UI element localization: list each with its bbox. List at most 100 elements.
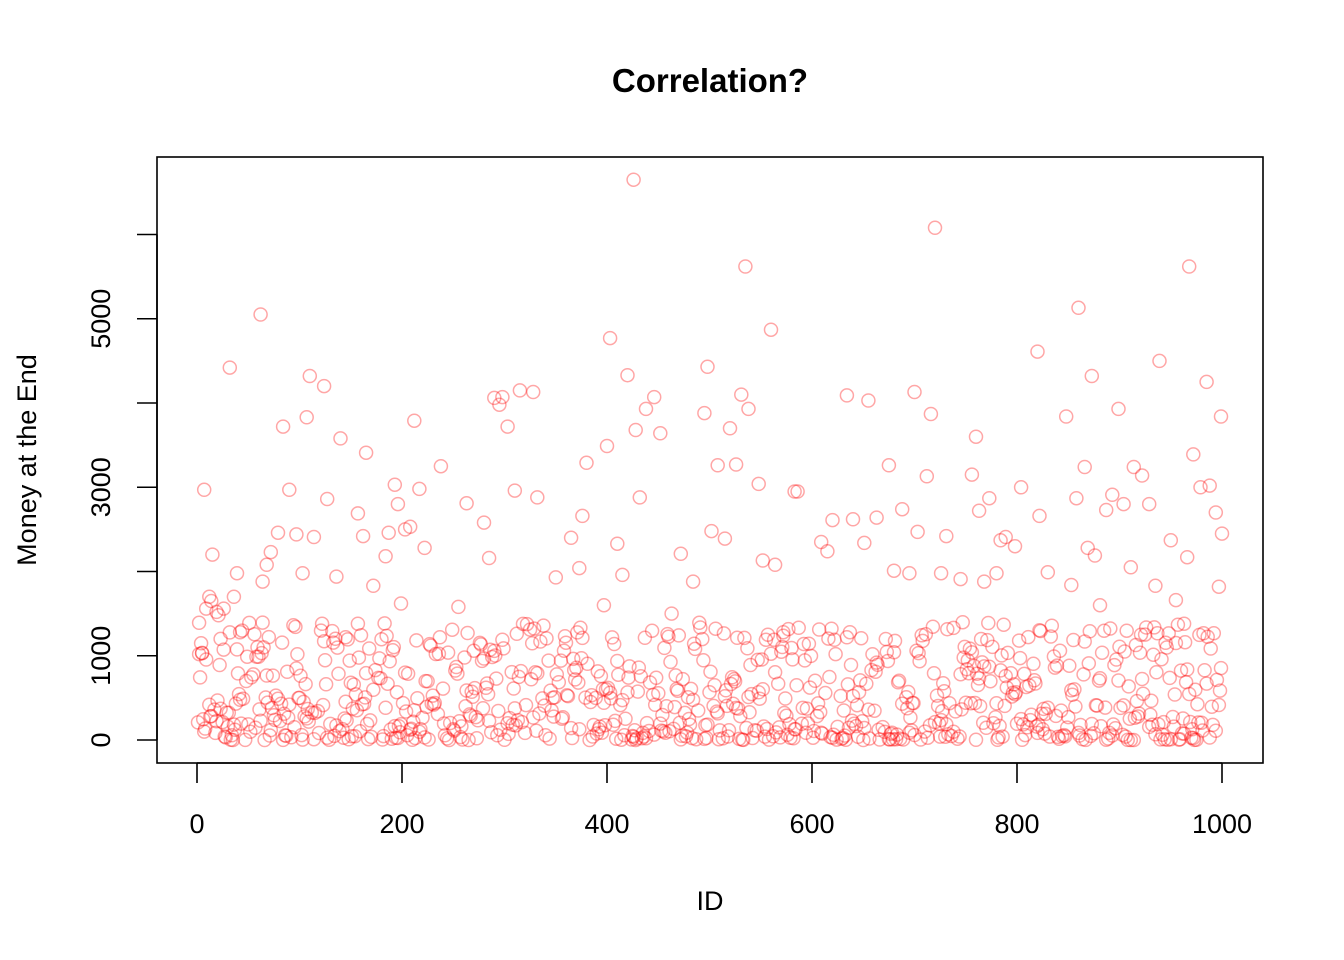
data-point bbox=[1052, 643, 1068, 659]
data-point bbox=[741, 401, 756, 417]
data-point bbox=[492, 397, 507, 412]
data-point bbox=[264, 700, 280, 716]
data-point bbox=[696, 653, 711, 668]
data-point bbox=[1167, 687, 1183, 702]
data-point bbox=[412, 724, 427, 740]
data-point bbox=[918, 627, 934, 642]
data-point bbox=[837, 728, 853, 743]
data-point bbox=[502, 710, 517, 726]
data-point bbox=[867, 703, 882, 718]
data-point bbox=[209, 713, 224, 729]
data-point bbox=[478, 680, 494, 696]
data-point bbox=[275, 732, 291, 748]
data-point bbox=[387, 477, 403, 492]
data-point bbox=[294, 727, 309, 743]
data-point bbox=[930, 698, 946, 714]
data-point bbox=[646, 727, 662, 742]
data-point bbox=[950, 731, 965, 746]
data-point bbox=[670, 683, 685, 699]
data-point bbox=[877, 724, 893, 740]
data-point bbox=[981, 615, 996, 631]
data-point bbox=[572, 721, 587, 737]
data-point bbox=[1102, 725, 1117, 741]
data-point bbox=[955, 614, 970, 630]
data-point bbox=[911, 645, 926, 661]
data-point bbox=[946, 620, 961, 636]
data-point bbox=[738, 259, 753, 274]
data-point bbox=[279, 664, 295, 680]
data-point bbox=[901, 684, 916, 700]
data-point bbox=[224, 728, 240, 743]
data-point bbox=[1056, 727, 1072, 743]
data-point bbox=[213, 631, 228, 647]
data-point bbox=[952, 729, 967, 744]
data-point bbox=[636, 729, 652, 744]
data-point bbox=[774, 644, 789, 659]
data-point bbox=[657, 640, 672, 656]
data-point bbox=[489, 671, 504, 686]
data-point bbox=[938, 729, 953, 744]
data-point bbox=[270, 691, 286, 707]
data-point bbox=[717, 531, 733, 546]
data-point bbox=[476, 515, 492, 530]
data-point bbox=[526, 621, 542, 636]
data-point bbox=[212, 657, 227, 673]
data-point bbox=[917, 724, 933, 739]
data-point bbox=[231, 686, 247, 702]
data-point bbox=[528, 665, 543, 680]
data-point bbox=[726, 671, 742, 687]
data-point bbox=[258, 690, 273, 705]
data-point bbox=[776, 624, 791, 640]
data-point bbox=[358, 665, 374, 681]
data-point bbox=[1200, 629, 1215, 644]
data-point bbox=[1213, 409, 1229, 424]
data-point bbox=[426, 697, 442, 712]
data-point bbox=[964, 645, 980, 660]
data-point bbox=[386, 639, 402, 655]
x-tick-label: 0 bbox=[189, 809, 204, 839]
data-point bbox=[223, 732, 239, 747]
data-point bbox=[282, 697, 297, 712]
data-point bbox=[727, 674, 743, 689]
data-point bbox=[976, 574, 992, 589]
data-point bbox=[462, 707, 477, 722]
data-point bbox=[845, 512, 861, 527]
data-point bbox=[682, 717, 698, 732]
data-point bbox=[604, 630, 620, 645]
data-point bbox=[297, 709, 312, 724]
data-point bbox=[638, 401, 654, 417]
data-point bbox=[608, 731, 624, 746]
data-point bbox=[418, 673, 433, 689]
data-point bbox=[473, 637, 489, 652]
data-point bbox=[1145, 717, 1160, 733]
data-point bbox=[243, 724, 258, 739]
data-point bbox=[907, 384, 922, 400]
data-point bbox=[417, 730, 432, 745]
x-axis-label: ID bbox=[697, 886, 724, 916]
chart-title: Correlation? bbox=[612, 62, 808, 99]
data-point bbox=[507, 701, 523, 716]
data-point bbox=[934, 703, 950, 719]
data-point bbox=[646, 389, 662, 405]
data-point bbox=[607, 713, 623, 729]
data-point bbox=[403, 721, 419, 736]
data-point bbox=[869, 655, 884, 670]
data-point bbox=[202, 697, 217, 712]
data-point bbox=[1126, 732, 1142, 748]
data-point bbox=[481, 713, 497, 729]
data-point bbox=[423, 638, 438, 653]
data-point bbox=[350, 616, 366, 631]
data-point bbox=[706, 698, 721, 714]
data-point bbox=[208, 725, 223, 741]
data-point bbox=[1153, 732, 1168, 747]
data-point bbox=[296, 694, 311, 710]
data-point bbox=[468, 709, 484, 725]
data-point bbox=[1163, 731, 1179, 747]
data-point bbox=[1184, 730, 1199, 746]
data-point bbox=[359, 716, 375, 732]
data-point bbox=[697, 731, 712, 747]
data-point bbox=[826, 727, 841, 743]
data-point bbox=[465, 689, 480, 705]
data-point bbox=[373, 671, 388, 686]
data-point bbox=[983, 673, 998, 689]
